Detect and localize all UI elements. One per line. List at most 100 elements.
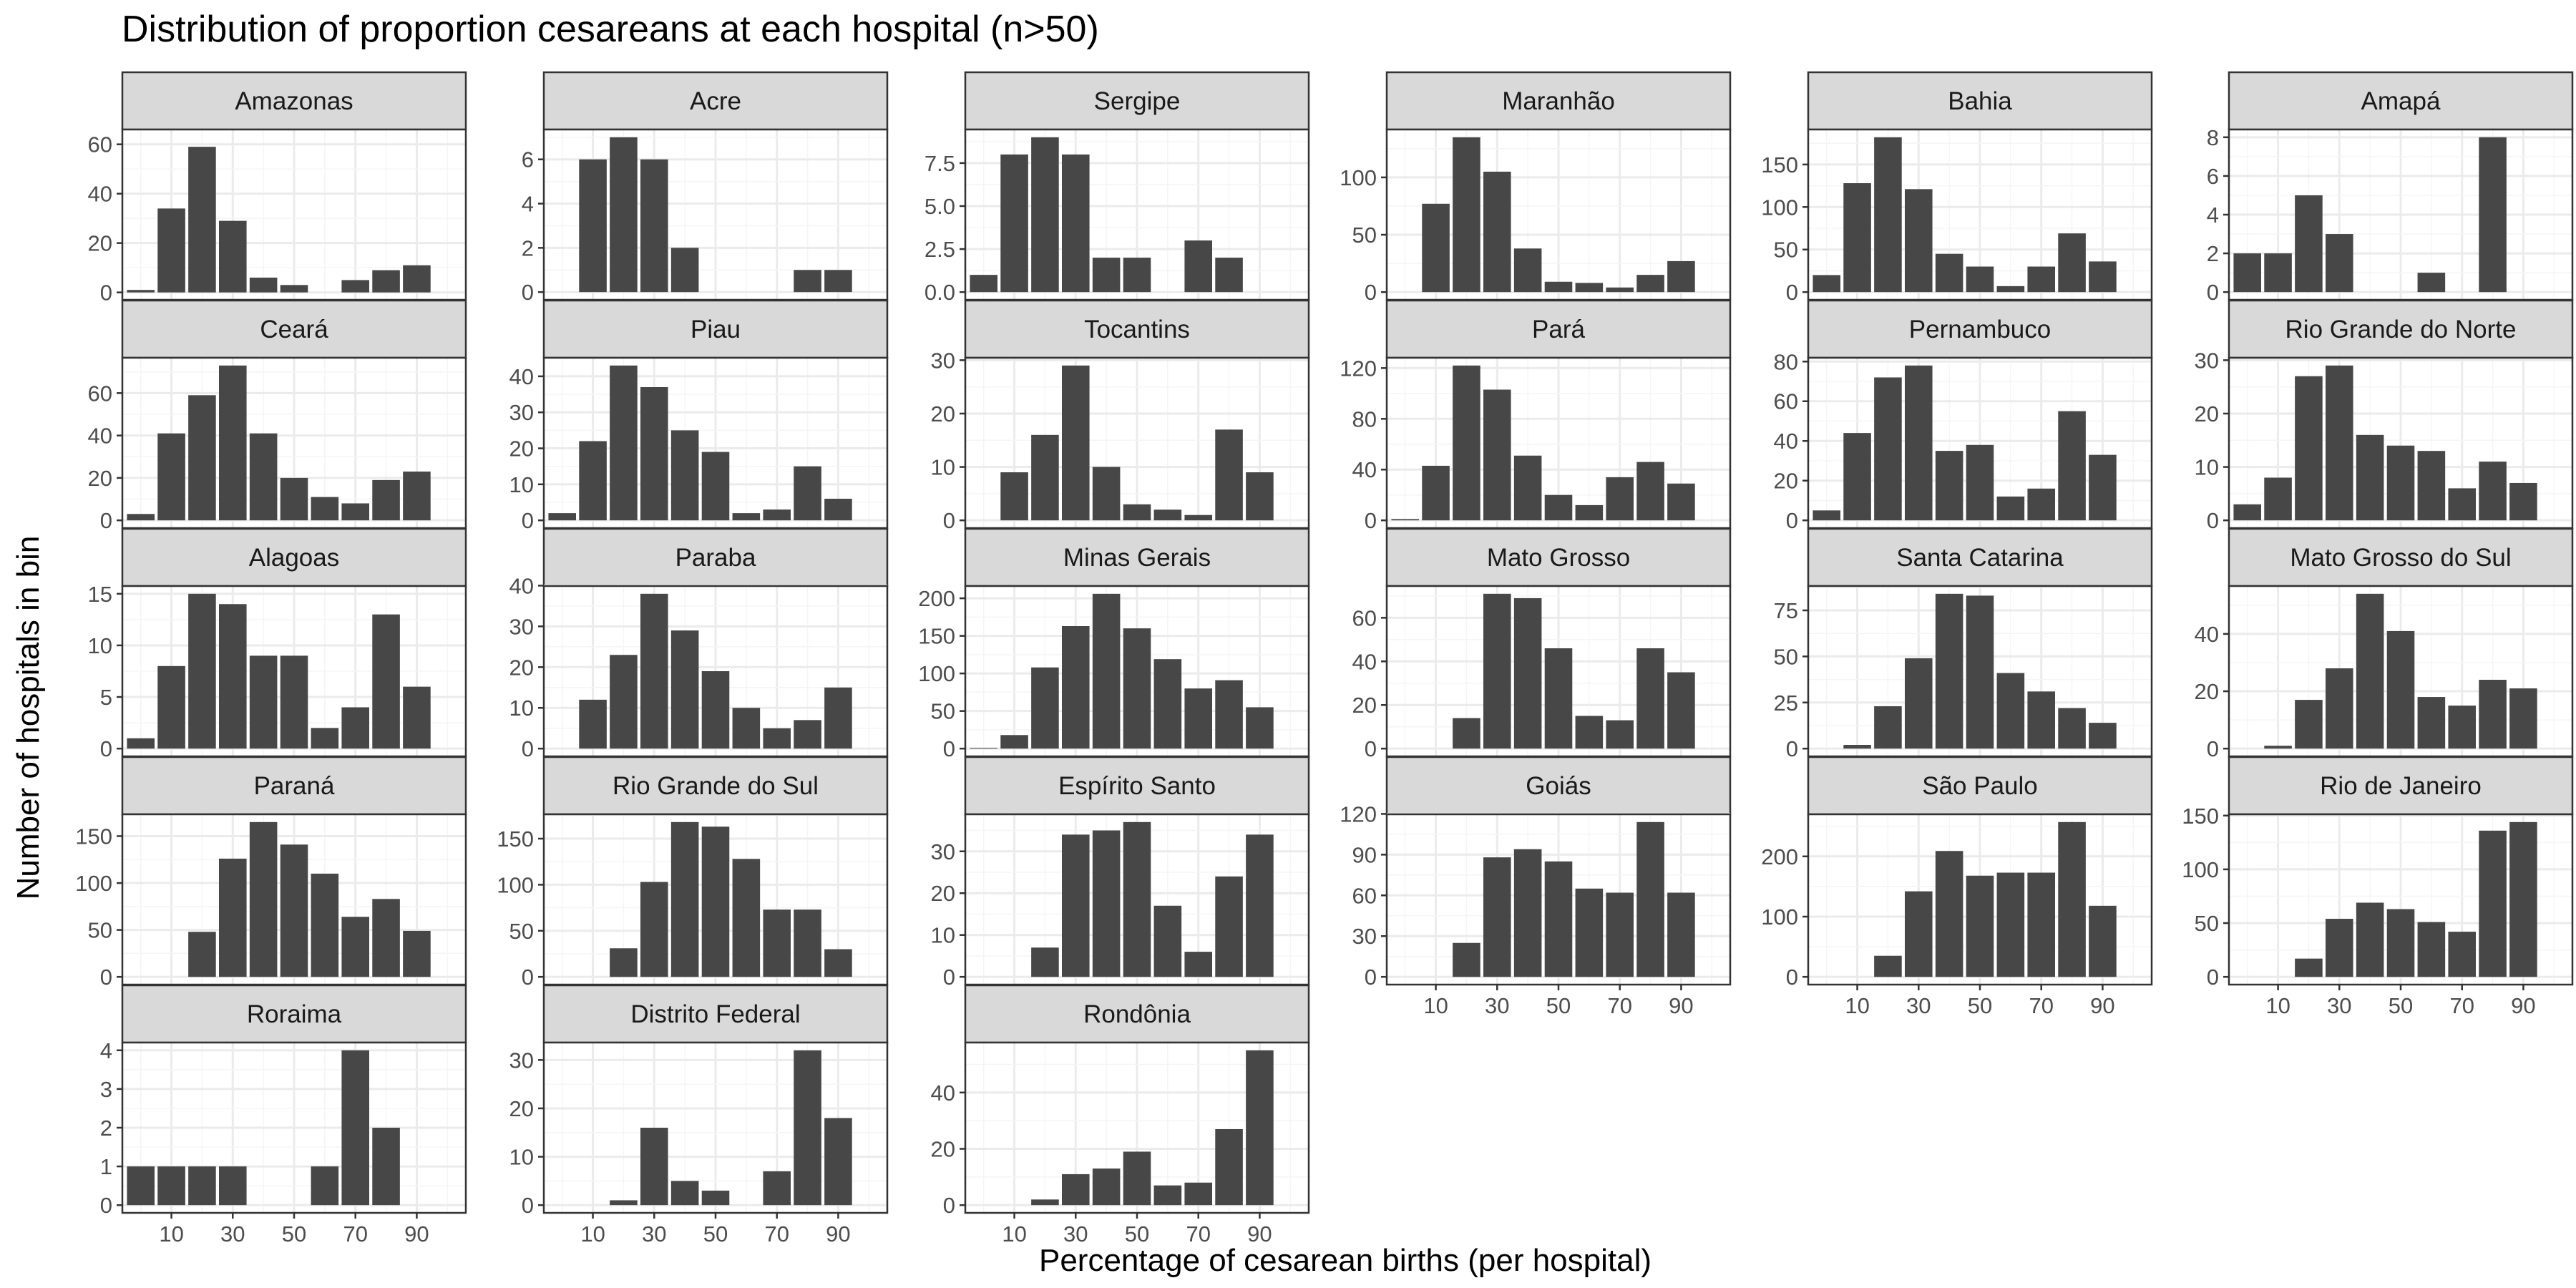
histogram-bar	[670, 1181, 699, 1206]
chart-title: Distribution of proportion cesareans at …	[122, 9, 1099, 50]
histogram-bar	[2356, 434, 2384, 521]
histogram-bar	[1422, 465, 1450, 521]
histogram-bar	[1184, 514, 1212, 521]
histogram-bar	[280, 844, 308, 977]
y-tick-label: 90	[1352, 842, 1377, 867]
histogram-bar	[1966, 266, 1994, 293]
y-tick-label: 20	[88, 466, 112, 491]
histogram-bar	[1874, 377, 1902, 521]
histogram-bar	[2089, 261, 2117, 293]
histogram-bar	[2233, 504, 2261, 521]
y-tick-label: 200	[1761, 844, 1798, 869]
facet-strip	[964, 756, 1310, 816]
histogram-bar	[824, 270, 852, 293]
histogram-bar	[372, 899, 400, 977]
histogram-bar	[1123, 504, 1151, 521]
y-tick-label: 50	[1774, 238, 1798, 263]
x-tick-label: 10	[1002, 1221, 1026, 1246]
histogram-bar	[1544, 494, 1573, 521]
x-tick-label: 30	[220, 1221, 245, 1246]
histogram-bar	[311, 728, 339, 749]
y-tick-label: 50	[1774, 644, 1798, 669]
histogram-bar	[1575, 504, 1604, 521]
y-tick-label: 10	[509, 696, 534, 721]
facet-strip	[964, 527, 1310, 587]
y-tick-label: 40	[88, 424, 112, 449]
y-tick-label: 0	[943, 965, 955, 990]
histogram-bar	[1843, 433, 1871, 521]
facet-panel: Alagoas 0 5 10 15	[88, 527, 467, 761]
histogram-bar	[1453, 137, 1480, 293]
histogram-bar	[2479, 830, 2507, 977]
facet-strip	[964, 71, 1310, 131]
histogram-bar	[280, 477, 308, 521]
y-tick-label: 0.0	[924, 280, 955, 305]
histogram-bar	[1031, 667, 1059, 749]
histogram-bar	[610, 948, 638, 977]
y-tick-label: 50	[509, 919, 534, 944]
facet-strip	[2228, 527, 2574, 587]
x-tick-label: 50	[1546, 993, 1571, 1018]
histogram-bar	[1843, 183, 1871, 293]
facet-panel: Acre 0 2 4 6	[522, 71, 889, 305]
facet-strip-label: Alagoas	[249, 544, 339, 572]
facet-panel: Mato Grosso 0 20 40 60	[1352, 527, 1732, 761]
histogram-bar	[763, 728, 791, 749]
y-tick-label: 0	[2207, 736, 2219, 761]
y-tick-label: 0	[522, 736, 534, 761]
x-axis-title: Percentage of cesarean births (per hospi…	[1039, 1243, 1652, 1278]
histogram-bar	[157, 665, 185, 749]
histogram-bar	[1905, 189, 1933, 293]
histogram-bar	[2448, 932, 2476, 977]
histogram-bar	[1935, 851, 1963, 977]
facet-panel: Amazonas 0 20 40 60	[88, 71, 467, 306]
y-tick-label: 100	[918, 661, 955, 686]
facet-panel: Santa Catarina 0 25 50 75	[1774, 527, 2153, 761]
facet-strip-label: Roraima	[247, 1000, 342, 1028]
histogram-bar	[1123, 821, 1151, 977]
histogram-bar	[1813, 510, 1840, 521]
y-tick-label: 40	[509, 364, 534, 389]
facet-strip-label: Acre	[690, 87, 741, 115]
y-tick-label: 40	[2195, 622, 2219, 647]
y-tick-label: 10	[88, 633, 112, 658]
histogram-bar	[1123, 258, 1151, 293]
y-tick-label: 30	[509, 614, 534, 639]
y-tick-label: 0	[522, 965, 534, 990]
histogram-bar	[610, 1200, 638, 1206]
histogram-bar	[1246, 472, 1274, 521]
x-tick-label: 10	[1845, 993, 1869, 1018]
x-tick-label: 70	[764, 1221, 789, 1246]
y-tick-label: 0	[1365, 508, 1377, 533]
histogram-bar	[763, 909, 791, 977]
facet-panel: Ceará 0 20 40 60	[88, 299, 467, 533]
histogram-bar	[2356, 593, 2384, 749]
x-tick-label: 70	[343, 1221, 367, 1246]
histogram-bar	[1062, 1174, 1090, 1206]
histogram-bar	[188, 147, 216, 293]
histogram-bar	[824, 498, 852, 521]
facet-strip-label: Amazonas	[235, 87, 353, 115]
histogram-bar	[2509, 482, 2537, 521]
histogram-bar	[794, 270, 821, 293]
histogram-bar	[1153, 509, 1182, 521]
histogram-bar	[1123, 1151, 1151, 1206]
histogram-bar	[670, 630, 699, 749]
histogram-bar	[2326, 919, 2353, 977]
histogram-bar	[2386, 909, 2415, 977]
y-tick-label: 20	[1352, 693, 1377, 718]
histogram-bar	[1636, 462, 1664, 521]
y-tick-label: 20	[931, 401, 955, 426]
y-tick-label: 25	[1774, 691, 1798, 716]
histogram-bar	[1453, 365, 1480, 521]
y-tick-label: 60	[1774, 389, 1798, 414]
y-tick-label: 8	[2207, 125, 2219, 150]
y-tick-label: 30	[1352, 924, 1377, 949]
y-tick-label: 60	[88, 381, 112, 406]
facet-panel: Rio de Janeiro 0 50 100 150 10 30 50 70 90	[2182, 756, 2574, 1018]
histogram-bar	[1153, 1185, 1182, 1206]
y-tick-label: 20	[931, 881, 955, 906]
histogram-bar	[1667, 483, 1695, 521]
y-tick-label: 30	[931, 348, 955, 373]
histogram-bar	[2027, 266, 2055, 293]
